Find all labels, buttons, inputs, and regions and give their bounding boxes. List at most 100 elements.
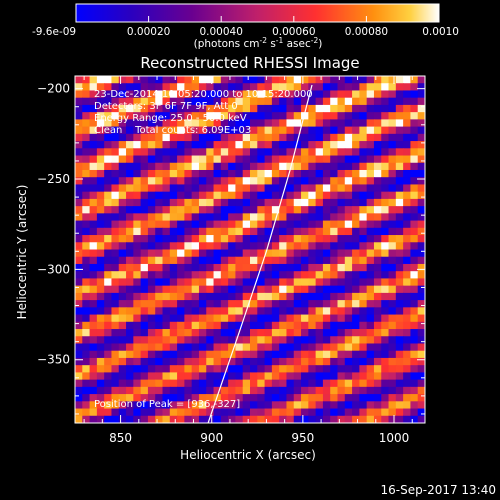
heatmap-cell (155, 112, 164, 120)
heatmap-cell (308, 415, 317, 423)
heatmap-cell (257, 206, 266, 214)
heatmap-cell (206, 104, 215, 113)
heatmap-cell (242, 386, 251, 395)
heatmap-cell (250, 329, 258, 337)
heatmap-cell (388, 198, 397, 207)
heatmap-cell (213, 133, 222, 142)
heatmap-cell (140, 329, 149, 337)
heatmap-cell (366, 365, 375, 373)
heatmap-cell (322, 97, 331, 106)
heatmap-cell (104, 249, 113, 258)
heatmap-cell (410, 321, 419, 330)
heatmap-cell (373, 198, 382, 207)
heatmap-cell (198, 394, 207, 402)
heatmap-cell (75, 278, 83, 287)
heatmap-cell (96, 307, 105, 316)
heatmap-cell (250, 271, 258, 280)
heatmap-cell (96, 415, 105, 423)
heatmap-cell (198, 119, 207, 128)
heatmap-cell (198, 329, 207, 337)
heatmap-cell (250, 307, 258, 316)
heatmap-cell (264, 336, 273, 345)
heatmap-cell (271, 148, 280, 157)
heatmap-cell (235, 249, 244, 258)
heatmap-cell (191, 198, 200, 207)
heatmap-cell (213, 336, 222, 345)
heatmap-cell (228, 97, 237, 106)
heatmap-cell (133, 191, 142, 200)
heatmap-cell (220, 278, 229, 287)
heatmap-cell (381, 126, 390, 135)
heatmap-cell (395, 415, 404, 423)
y-tick-label: −300 (37, 262, 70, 276)
heatmap-cell (322, 365, 331, 373)
heatmap-cell (111, 408, 120, 417)
heatmap-cell (111, 235, 120, 243)
heatmap-cell (293, 83, 302, 92)
heatmap-cell (169, 235, 178, 243)
heatmap-cell (198, 379, 207, 388)
heatmap-cell (271, 278, 280, 287)
heatmap-cell (111, 97, 120, 106)
heatmap-cell (191, 162, 200, 171)
heatmap-cell (147, 357, 156, 366)
heatmap-cell (264, 401, 273, 410)
heatmap-cell (228, 365, 237, 373)
heatmap-cell (242, 235, 251, 243)
heatmap-cell (257, 379, 266, 388)
heatmap-cell (133, 213, 142, 222)
heatmap-cell (140, 285, 149, 294)
heatmap-cell (315, 133, 324, 142)
heatmap-cell (228, 191, 237, 200)
heatmap-cell (184, 292, 193, 301)
heatmap-cell (147, 133, 156, 142)
heatmap-cell (388, 126, 397, 135)
heatmap-cell (359, 357, 368, 366)
heatmap-cell (344, 329, 353, 337)
x-tick-label: 850 (109, 431, 132, 445)
heatmap-cell (395, 119, 404, 128)
heatmap-cell (155, 169, 164, 178)
heatmap-cell (206, 162, 215, 171)
heatmap-cell (308, 133, 317, 142)
heatmap-cell (403, 76, 412, 84)
heatmap-cell (366, 227, 375, 236)
heatmap-cell (206, 263, 215, 272)
heatmap-cell (279, 256, 288, 265)
heatmap-cell (242, 329, 251, 337)
heatmap-cell (388, 76, 397, 84)
heatmap-cell (126, 220, 134, 229)
heatmap-cell (381, 184, 390, 193)
heatmap-cell (82, 379, 91, 388)
heatmap-cell (96, 292, 105, 301)
heatmap-cell (381, 133, 390, 142)
heatmap-cell (75, 379, 83, 388)
heatmap-cell (206, 278, 215, 287)
heatmap-cell (242, 169, 251, 178)
heatmap-cell (366, 162, 375, 171)
heatmap-cell (82, 198, 91, 207)
heatmap-cell (118, 76, 127, 84)
heatmap-cell (133, 271, 142, 280)
heatmap-cell (308, 386, 317, 395)
heatmap-cell (111, 278, 120, 287)
heatmap-cell (147, 365, 156, 373)
heatmap-cell (155, 350, 164, 359)
heatmap-cell (352, 350, 360, 359)
heatmap-cell (220, 300, 229, 308)
heatmap-cell (366, 401, 375, 410)
heatmap-cell (301, 263, 309, 272)
heatmap-cell (89, 155, 98, 164)
heatmap-cell (96, 263, 105, 272)
heatmap-cell (198, 408, 207, 417)
heatmap-cell (410, 220, 419, 229)
heatmap-cell (352, 357, 360, 366)
heatmap-cell (82, 184, 91, 193)
heatmap-cell (118, 379, 127, 388)
heatmap-cell (330, 90, 339, 99)
heatmap-cell (206, 357, 215, 366)
heatmap-cell (403, 242, 412, 251)
heatmap-cell (301, 155, 309, 164)
heatmap-cell (206, 220, 215, 229)
heatmap-cell (75, 336, 83, 345)
